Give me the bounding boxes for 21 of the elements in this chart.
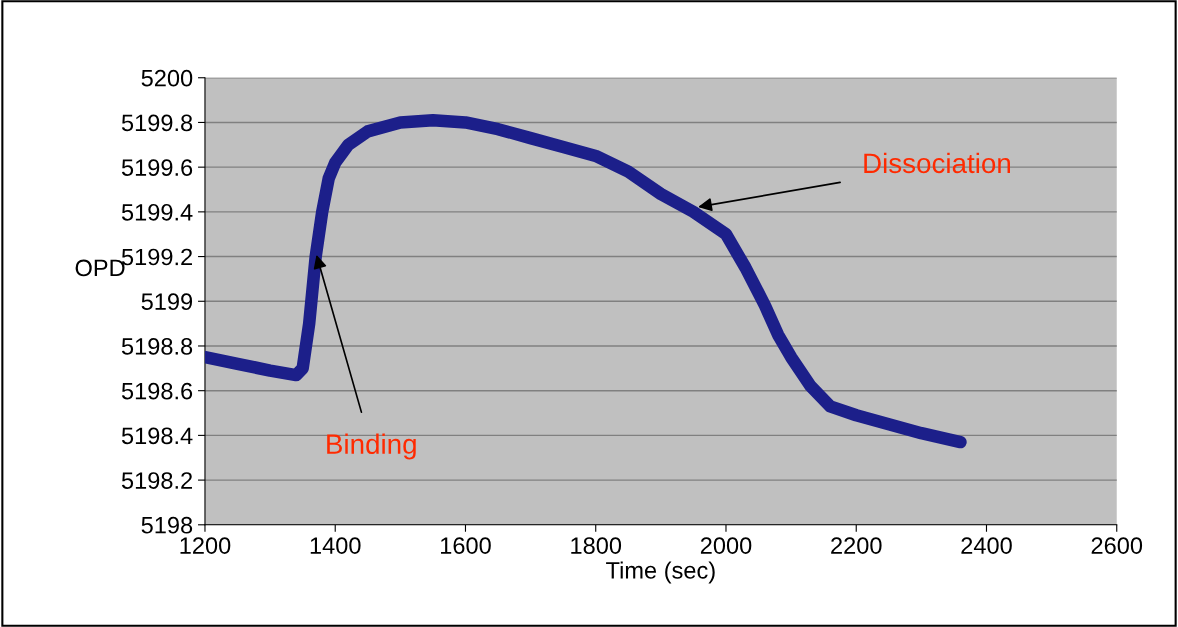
x-tick-label: 2600 [1091, 537, 1143, 554]
y-tick-label: 5199.8 [121, 114, 193, 132]
annotation: Dissociation [864, 152, 1010, 174]
y-tick-label: 5198.6 [121, 382, 193, 400]
y-tick-label: 5199 [141, 293, 193, 311]
x-tick-label: 2400 [961, 537, 1012, 554]
y-tick-label: 5198.4 [121, 427, 193, 445]
y-tick-label: 5198.2 [121, 472, 192, 489]
y-tick-label: 5198.8 [121, 338, 193, 355]
x-tick-label: 2200 [831, 537, 882, 554]
annotation: Binding [327, 433, 416, 460]
y-tick-label: 5199.6 [121, 159, 193, 176]
x-tick-label: 2000 [700, 537, 752, 554]
x-tick-label: 1200 [180, 537, 231, 554]
x-axis-title: Time (sec) [606, 561, 715, 584]
x-tick-label: 1600 [441, 537, 491, 554]
x-tick-label: 1800 [571, 537, 622, 554]
x-tick-label: 1400 [310, 537, 361, 554]
y-tick-label: 5200 [141, 69, 193, 87]
y-tick-label: 5198 [141, 516, 193, 534]
y-tick-label: 5199.4 [121, 203, 193, 221]
